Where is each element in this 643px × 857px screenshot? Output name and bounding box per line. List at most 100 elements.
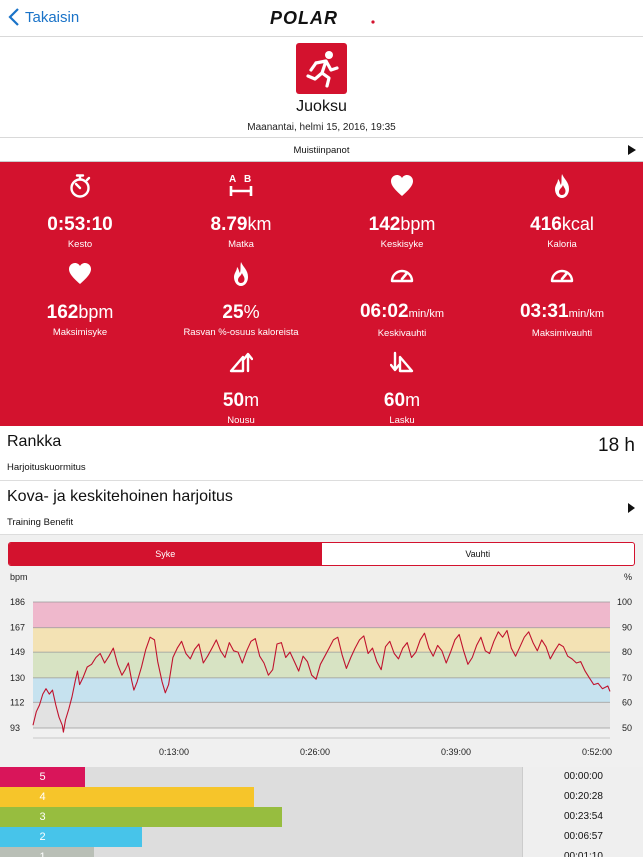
heart-icon bbox=[0, 260, 160, 288]
stat-label: Lasku bbox=[389, 415, 415, 426]
chevron-left-icon bbox=[8, 8, 19, 26]
zone-number: 5 bbox=[0, 767, 85, 787]
stat-kaloria: 416kcal Kaloria bbox=[482, 172, 642, 250]
stat-value: 162bpm bbox=[0, 302, 160, 323]
y-left-tick-label: 130 bbox=[10, 673, 25, 683]
stat-value: 0:53:10 bbox=[0, 214, 160, 235]
stat-kesto: 0:53:10 Kesto bbox=[0, 172, 160, 250]
gauge-icon bbox=[322, 260, 482, 288]
zone-row: 1 00:01:10 bbox=[0, 847, 643, 857]
svg-text:B: B bbox=[244, 174, 251, 185]
y-left-tick-label: 112 bbox=[10, 697, 24, 707]
stat-label: Kaloria bbox=[547, 239, 577, 250]
zone-time: 00:23:54 bbox=[522, 807, 643, 827]
zone-bar bbox=[85, 807, 282, 827]
stat-unit: m bbox=[405, 390, 421, 410]
stat-number: 06:02 bbox=[359, 301, 409, 322]
stat-label: Keskisyke bbox=[380, 239, 424, 250]
training-benefit-subtitle: Training Benefit bbox=[7, 517, 74, 528]
zone-row: 4 00:20:28 bbox=[0, 787, 643, 807]
running-icon bbox=[296, 43, 347, 94]
zone-number: 4 bbox=[0, 787, 85, 807]
zone-track bbox=[85, 847, 522, 857]
training-load-row: Rankka Harjoituskuormitus 18 h bbox=[0, 426, 643, 481]
stat-unit: % bbox=[243, 302, 260, 322]
zone-row: 3 00:23:54 bbox=[0, 807, 643, 827]
tab-vauhti[interactable]: Vauhti bbox=[465, 549, 491, 559]
stat-label: Maksimivauhti bbox=[531, 328, 593, 339]
summary-stats: 0:53:10 Kesto A B 8.79km Matka 142bpm Keskisyke… bbox=[0, 162, 643, 426]
stat-number: 25 bbox=[222, 302, 244, 323]
training-benefit-title: Kova- ja keskitehoinen harjoitus bbox=[7, 488, 233, 505]
training-load-value: 18 h bbox=[598, 435, 635, 456]
chart-tab-switch: Syke Vauhti bbox=[8, 542, 635, 566]
stat-value: 06:02min/km bbox=[322, 302, 482, 324]
y-left-tick-label: 149 bbox=[10, 647, 25, 657]
stat-maksimisyke: 162bpm Maksimisyke bbox=[0, 260, 160, 338]
tab-syke[interactable]: Syke bbox=[9, 543, 322, 565]
zone-band bbox=[33, 652, 610, 678]
zone-bar bbox=[85, 787, 254, 807]
flame-icon bbox=[161, 260, 321, 288]
stat-label: Keskivauhti bbox=[377, 328, 427, 339]
y-right-tick-label: 100 bbox=[617, 597, 632, 607]
stat-value: 8.79km bbox=[161, 214, 321, 235]
sport-title: Juoksu bbox=[296, 98, 347, 115]
top-bar: Takaisin POLAR bbox=[0, 0, 643, 37]
x-tick-label: 0:39:00 bbox=[441, 747, 471, 757]
stat-unit: kcal bbox=[561, 214, 594, 234]
svg-text:A: A bbox=[229, 174, 236, 185]
zone-track bbox=[85, 827, 522, 847]
stat-value: 416kcal bbox=[482, 214, 642, 235]
stat-number: 03:31 bbox=[519, 301, 569, 322]
training-load-subtitle: Harjoituskuormitus bbox=[7, 462, 86, 473]
heart-rate-line bbox=[32, 629, 611, 733]
stat-value: 50m bbox=[161, 390, 321, 411]
zone-time: 00:01:10 bbox=[522, 847, 643, 857]
training-load-title: Rankka bbox=[7, 433, 62, 450]
zone-time: 00:20:28 bbox=[522, 787, 643, 807]
notes-row[interactable]: Muistiinpanot bbox=[0, 139, 643, 162]
brand-text: POLAR bbox=[270, 9, 338, 27]
training-benefit-row[interactable]: Kova- ja keskitehoinen harjoitus Trainin… bbox=[0, 481, 643, 535]
descent-icon bbox=[322, 348, 482, 376]
zone-bar bbox=[85, 847, 94, 857]
stat-value: 142bpm bbox=[322, 214, 482, 235]
session-header: Juoksu Maanantai, helmi 15, 2016, 19:35 bbox=[0, 37, 643, 138]
stat-value: 03:31min/km bbox=[482, 302, 642, 324]
chevron-right-icon bbox=[628, 503, 635, 513]
stopwatch-icon bbox=[0, 172, 160, 200]
stat-unit: km bbox=[247, 214, 272, 234]
heart-icon bbox=[322, 172, 482, 200]
stat-label: Kesto bbox=[67, 239, 93, 250]
stat-value: 60m bbox=[322, 390, 482, 411]
heart-rate-zones: 5 00:00:00 4 00:20:28 3 00:23:54 2 00:06:57 1 00:… bbox=[0, 767, 643, 857]
back-button[interactable]: Takaisin bbox=[8, 8, 79, 26]
chevron-right-icon bbox=[628, 145, 636, 155]
y-left-tick-label: 167 bbox=[10, 623, 25, 633]
stat-number: 416 bbox=[530, 214, 562, 235]
back-label: Takaisin bbox=[25, 8, 80, 26]
zone-bar bbox=[85, 827, 142, 847]
zone-number: 1 bbox=[0, 847, 85, 857]
stat-value: 25% bbox=[161, 302, 321, 323]
zone-time: 00:00:00 bbox=[522, 767, 643, 787]
stat-matka: A B 8.79km Matka bbox=[161, 172, 321, 250]
heart-rate-chart: bpm % 186 167 149 130 112 93 100 90 80 70 60 50 0:13:0… bbox=[10, 572, 632, 757]
y-right-tick-label: 70 bbox=[622, 673, 632, 683]
x-tick-label: 0:13:00 bbox=[159, 747, 189, 757]
polar-logo: POLAR bbox=[270, 9, 375, 27]
stat-unit: m bbox=[244, 390, 260, 410]
stat-unit: min/km bbox=[408, 308, 445, 320]
stat-nousu: 50m Nousu bbox=[161, 348, 321, 426]
x-tick-label: 0:52:00 bbox=[582, 747, 612, 757]
stat-label: Matka bbox=[228, 239, 254, 250]
stat-unit: bpm bbox=[400, 214, 436, 234]
stat-number: 8.79 bbox=[210, 214, 248, 235]
stat-keskivauhti: 06:02min/km Keskivauhti bbox=[322, 260, 482, 339]
y-left-tick-label: 186 bbox=[10, 597, 25, 607]
zone-band bbox=[33, 702, 610, 728]
y-left-tick-label: 93 bbox=[10, 723, 20, 733]
y-right-tick-label: 50 bbox=[622, 723, 632, 733]
zone-band bbox=[33, 677, 610, 703]
